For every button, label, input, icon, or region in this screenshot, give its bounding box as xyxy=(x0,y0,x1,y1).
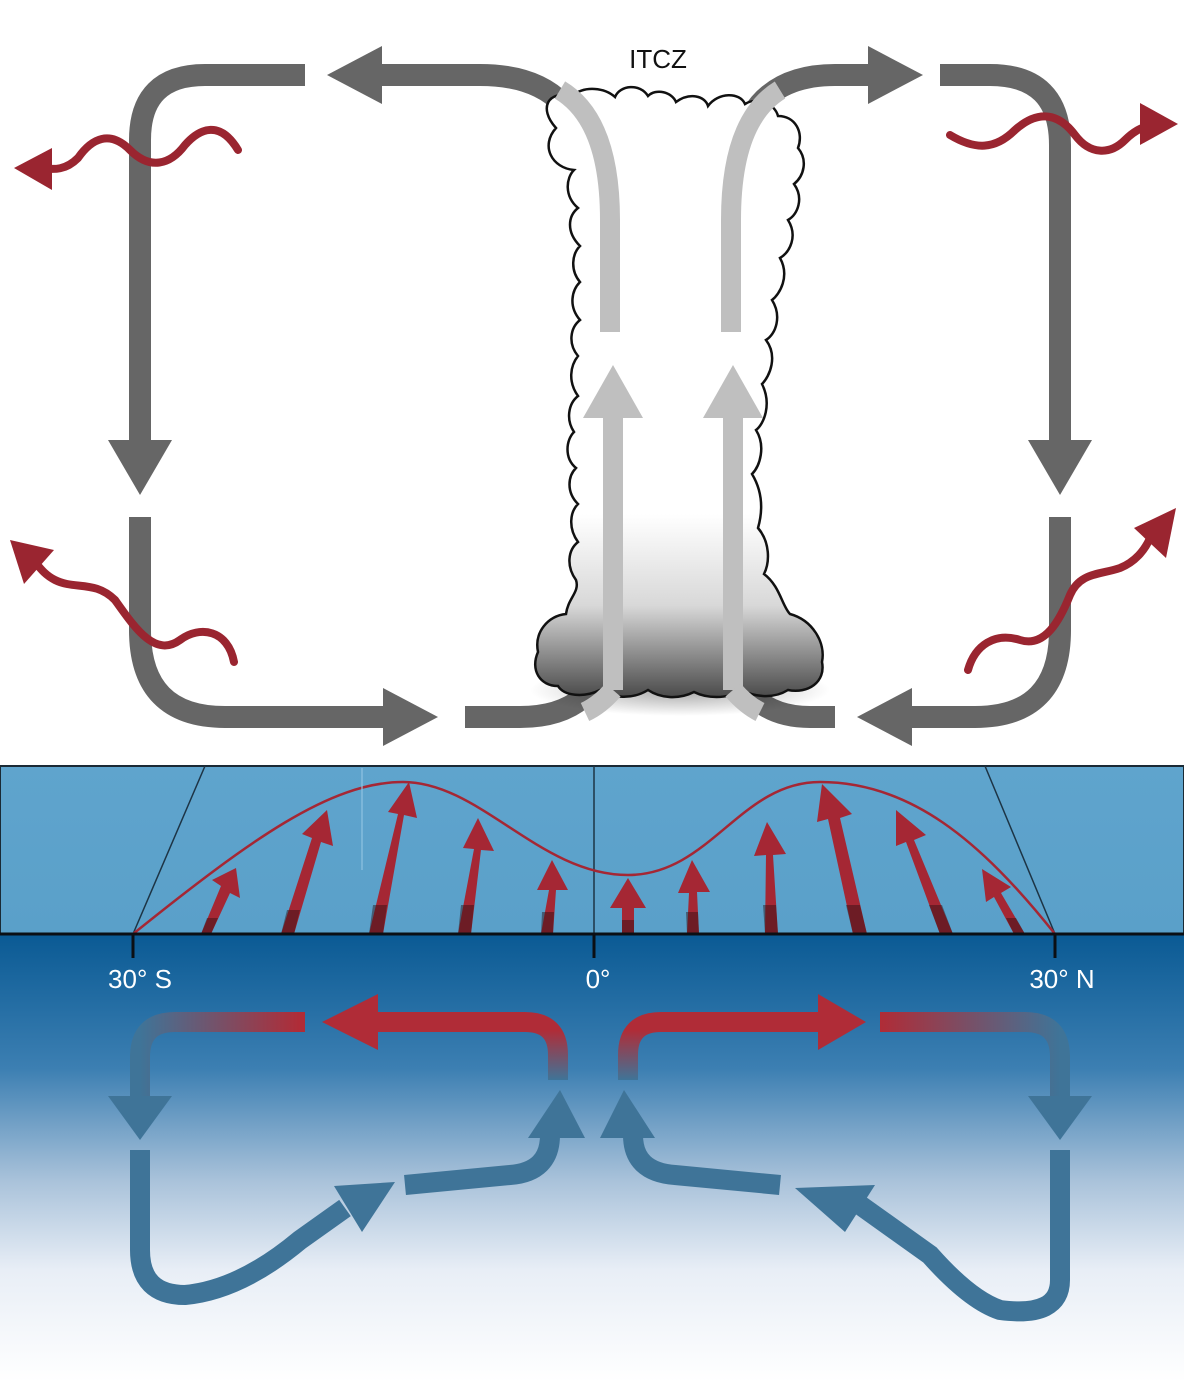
south-cell-subduction-arrowhead xyxy=(108,1096,172,1140)
north-cell-surface-arrowhead xyxy=(818,994,866,1050)
heat-vector xyxy=(817,784,867,934)
north-outflow-arrowhead xyxy=(868,46,923,104)
surface-band-background xyxy=(0,765,1184,935)
north-cell-trade-wind-arrowhead xyxy=(857,688,912,746)
heat-vector xyxy=(610,878,646,934)
heat-vector xyxy=(537,860,568,934)
south-cell-deep-return-arrowhead xyxy=(334,1182,395,1232)
band-perspective-left xyxy=(132,765,206,935)
north-cell-deep-return xyxy=(854,1150,1070,1322)
heat-vector xyxy=(281,810,333,934)
heat-vector xyxy=(678,860,710,934)
south-outflow-arrowhead xyxy=(327,46,382,104)
north-cell-descent-arrowhead xyxy=(1028,440,1092,495)
cumulonimbus-cloud-icon xyxy=(533,85,824,699)
south-ocean-cell xyxy=(108,994,585,1306)
north-cell-subduction-arrowhead xyxy=(1028,1096,1092,1140)
atmosphere-section: ITCZ xyxy=(10,44,1178,746)
itcz-cloud xyxy=(530,85,830,716)
latitude-label-30n: 30° N xyxy=(1029,964,1094,994)
north-cell-upwelling-arrowhead xyxy=(600,1090,655,1138)
latitude-label-equator: 0° xyxy=(586,964,611,994)
heat-flux-vectors xyxy=(201,782,1025,934)
north-ocean-cell xyxy=(600,994,1092,1322)
north-cell-poleward-surface-flow xyxy=(880,1012,1070,1100)
north-cell-deep-return-arrowhead xyxy=(795,1185,875,1232)
wavy-arrow-icon xyxy=(946,103,1178,155)
wavy-arrow-icon xyxy=(14,125,242,190)
north-upper-flow xyxy=(721,81,786,332)
itcz-updrafts xyxy=(554,81,786,722)
itcz-label: ITCZ xyxy=(629,44,687,74)
south-cell-descent-arrowhead xyxy=(108,440,172,495)
north-updraft-arrowhead xyxy=(703,365,763,418)
latitude-label-30s: 30° S xyxy=(108,964,172,994)
south-cell-lower-branch xyxy=(129,517,385,728)
heat-vector xyxy=(458,818,494,934)
heat-vector xyxy=(754,822,786,934)
ocean-surface-band xyxy=(0,765,1184,935)
south-cell-deep-return xyxy=(130,1150,351,1306)
north-hadley-cell xyxy=(857,64,1092,746)
heat-flux-envelope-curve xyxy=(132,780,1056,935)
south-cell-surface-arrowhead xyxy=(322,994,378,1050)
heat-vector xyxy=(369,782,417,934)
south-cell-upper-return xyxy=(129,64,305,440)
heat-flux-arrows xyxy=(10,103,1178,674)
north-cell-lower-branch xyxy=(910,517,1071,728)
south-cell-trade-wind-arrowhead xyxy=(383,688,438,746)
south-cell-poleward-surface-flow xyxy=(130,1012,305,1100)
heat-vector xyxy=(201,868,240,934)
north-lower-inflow xyxy=(725,683,765,721)
ocean-interior-section: 30° S 0° 30° N xyxy=(0,932,1184,1382)
south-cell-poleward-flow-main xyxy=(370,1012,568,1080)
band-perspective-right xyxy=(984,765,1056,935)
south-lower-inflow xyxy=(580,683,621,722)
south-upper-flow xyxy=(554,81,620,332)
heat-vector xyxy=(982,869,1025,934)
wavy-arrow-icon xyxy=(964,508,1176,674)
south-hadley-cell xyxy=(108,64,438,746)
south-updraft-arrowhead xyxy=(583,365,643,418)
north-cell-poleward-flow-main xyxy=(618,1012,820,1080)
wavy-arrow-icon xyxy=(10,540,238,666)
south-cell-upwelling-arrowhead xyxy=(528,1090,585,1138)
heat-vector xyxy=(896,810,953,934)
north-cell-upper-return xyxy=(940,64,1071,440)
